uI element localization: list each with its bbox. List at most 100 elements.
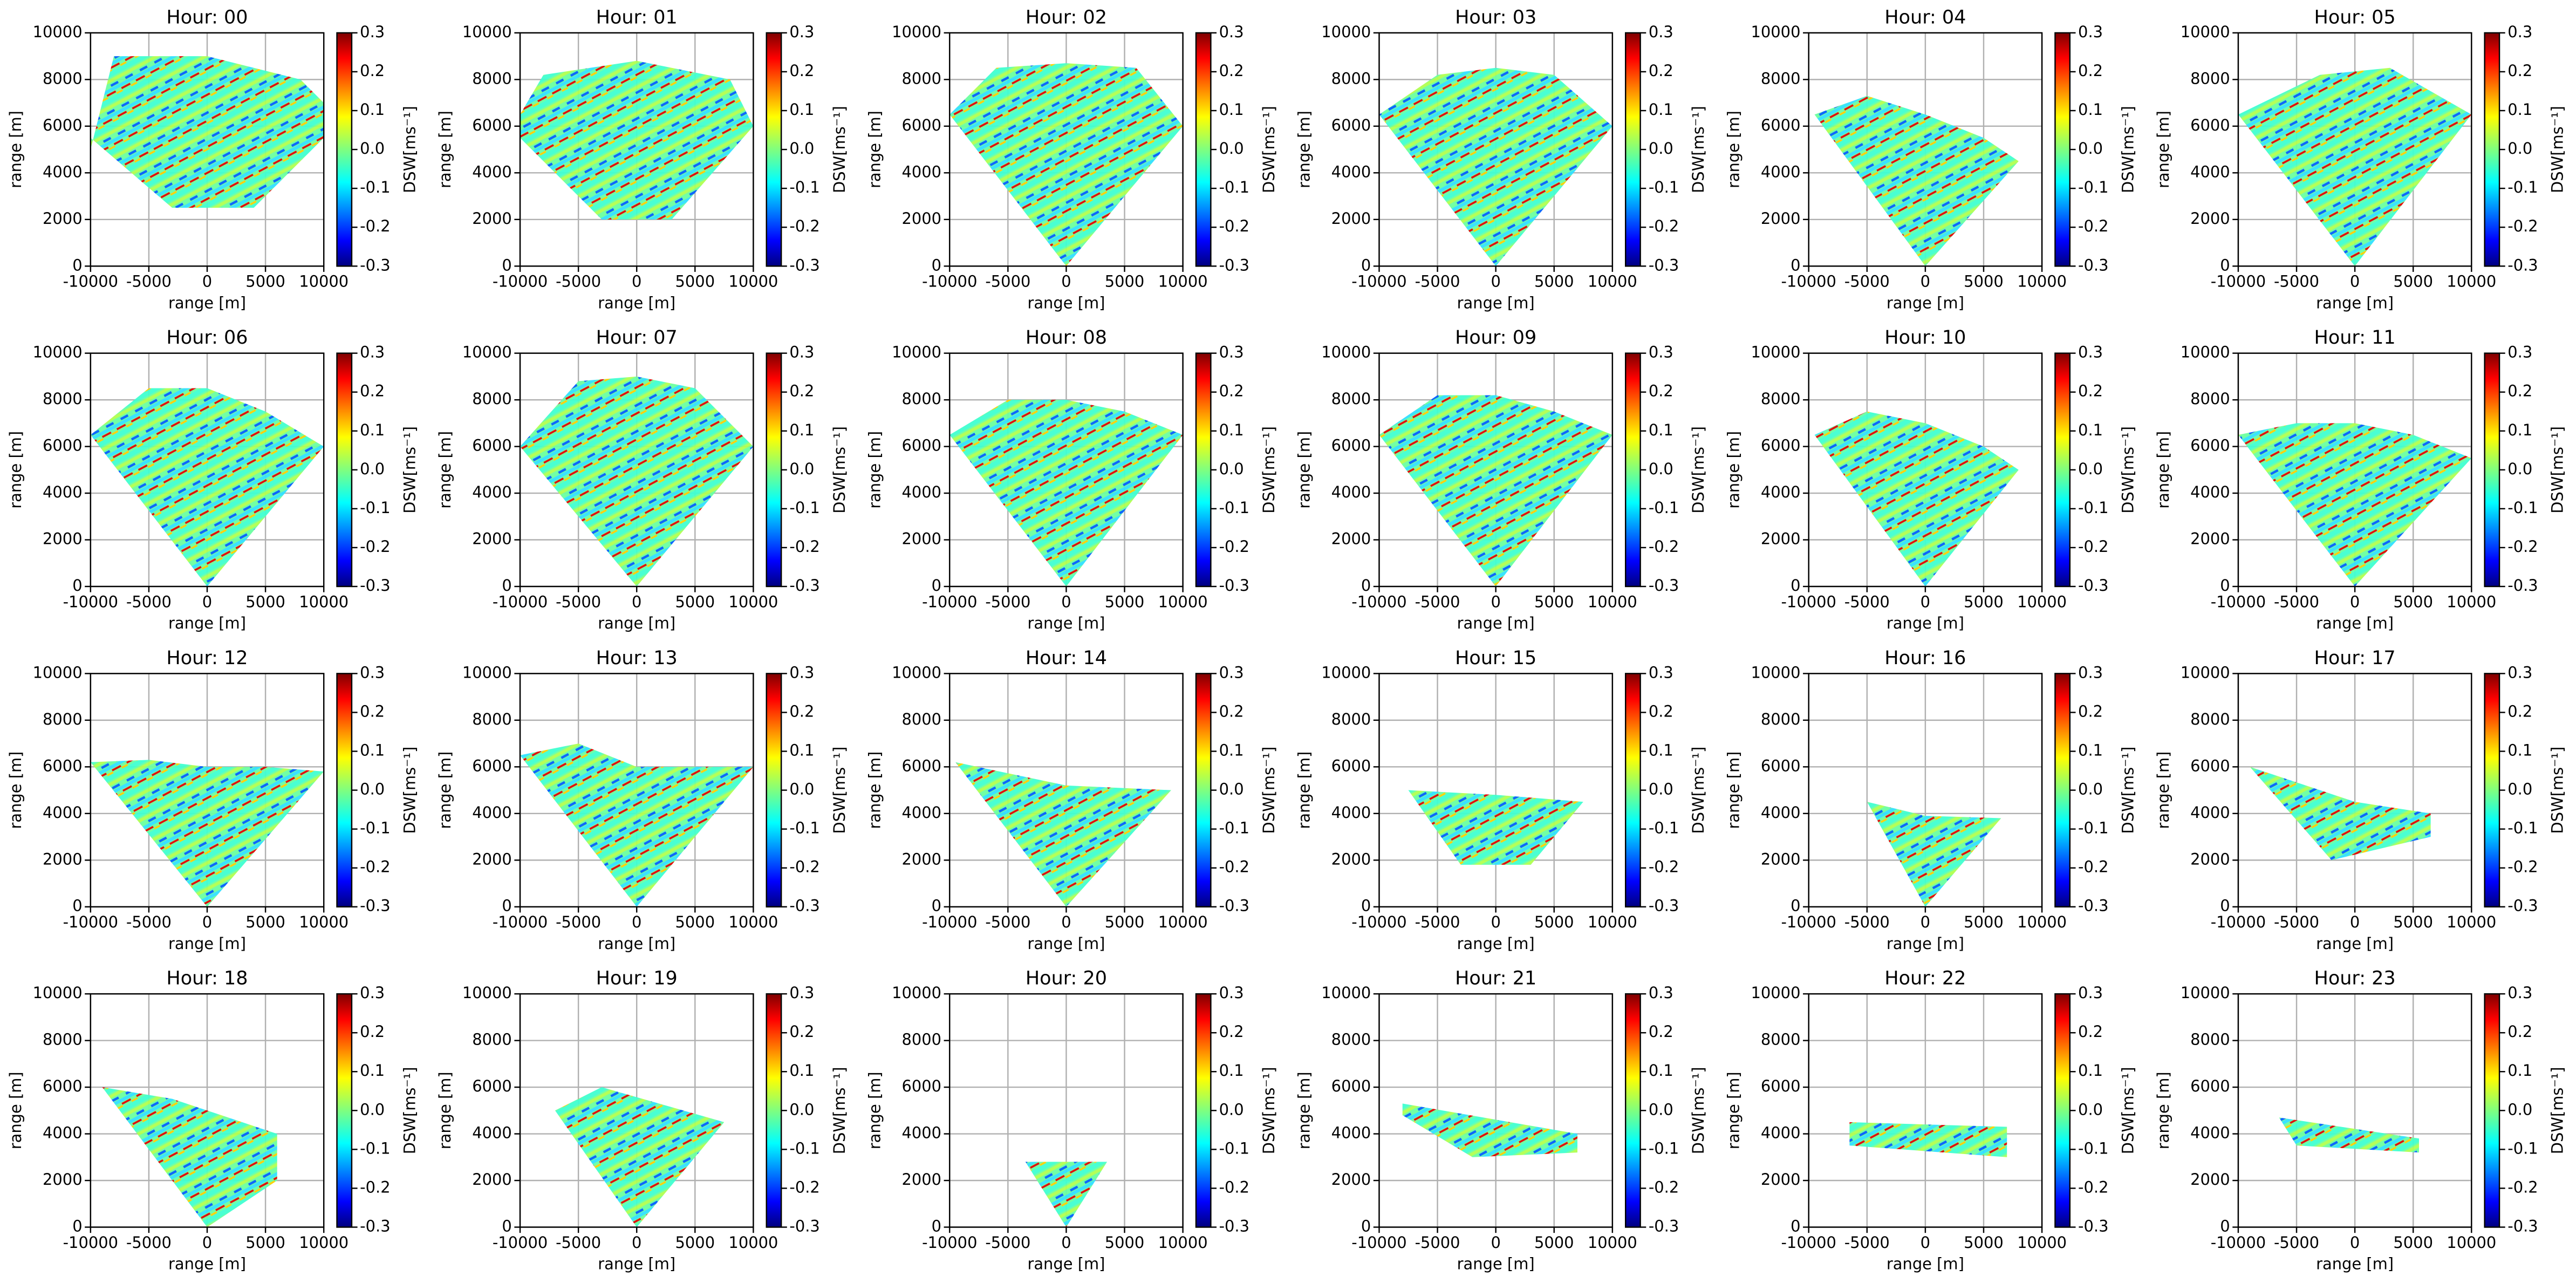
x-tick-label: 5000 <box>1534 913 1574 931</box>
subplot: -10000 -5000 0 5000 10000 0 2000 4000 6000 8000 10… <box>1725 327 2137 632</box>
subplot-title: Hour: 21 <box>1455 968 1536 989</box>
x-tick-label: 10000 <box>2447 913 2496 931</box>
scan-region <box>90 388 324 586</box>
y-tick-label: 0 <box>72 897 82 915</box>
colorbar-tick-label: 0.0 <box>1219 1100 1244 1118</box>
x-axis-label: range [m] <box>2316 614 2394 632</box>
y-tick-label: 10000 <box>892 984 941 1002</box>
colorbar-tick-label: 0.3 <box>2507 984 2532 1002</box>
colorbar-label: DSW[ms⁻¹] <box>830 1067 849 1154</box>
y-tick-label: 0 <box>2220 1217 2230 1235</box>
colorbar-tick-label: 0.3 <box>789 343 814 361</box>
y-tick-label: 6000 <box>43 756 83 775</box>
scan-region <box>2250 767 2431 861</box>
x-axis-label: range [m] <box>1887 934 1964 953</box>
x-axis-label: range [m] <box>168 1255 246 1273</box>
x-tick-label: 10000 <box>2447 272 2496 291</box>
y-tick-label: 2000 <box>2190 850 2230 868</box>
x-axis-label: range [m] <box>1457 294 1535 312</box>
x-tick-label: -5000 <box>126 913 172 931</box>
colorbar-label: DSW[ms⁻¹] <box>2548 747 2567 834</box>
colorbar-tick-label: 0.2 <box>2507 62 2532 80</box>
y-tick-label: 4000 <box>43 1124 83 1142</box>
colorbar-tick-label: 0.1 <box>1219 100 1244 119</box>
y-tick-label: 4000 <box>2190 483 2230 501</box>
scan-region <box>1814 95 2019 267</box>
y-tick-label: 0 <box>1361 256 1371 274</box>
colorbar-tick-label: 0.2 <box>789 1022 814 1041</box>
colorbar-label: DSW[ms⁻¹] <box>2119 1067 2137 1154</box>
x-tick-label: -5000 <box>556 592 601 611</box>
y-tick-label: 8000 <box>2190 710 2230 728</box>
y-tick-label: 6000 <box>1331 756 1371 775</box>
y-tick-label: 6000 <box>2190 436 2230 455</box>
x-axis-label: range [m] <box>1027 1255 1105 1273</box>
subplot-title: Hour: 18 <box>166 968 248 989</box>
colorbar-label: DSW[ms⁻¹] <box>830 106 849 193</box>
y-tick-label: 4000 <box>1761 1124 1801 1142</box>
scan-region <box>1379 395 1612 586</box>
colorbar-tick-label: 0.0 <box>360 139 385 158</box>
colorbar-tick-label: -0.2 <box>1219 537 1249 556</box>
y-tick-label: 0 <box>502 256 511 274</box>
x-tick-label: 0 <box>1921 272 1930 291</box>
colorbar-tick-label: 0.0 <box>360 460 385 478</box>
x-axis-label: range [m] <box>2316 934 2394 953</box>
y-axis-label: range [m] <box>1295 431 1313 509</box>
y-tick-label: 4000 <box>901 803 941 822</box>
y-tick-label: 0 <box>1791 576 1800 595</box>
subplot: -10000 -5000 0 5000 10000 0 2000 4000 6000 8000 10… <box>436 6 849 312</box>
subplot-title: Hour: 19 <box>596 968 678 989</box>
x-tick-label: 0 <box>632 913 641 931</box>
x-tick-label: -10000 <box>1351 1233 1406 1252</box>
colorbar-tick-label: -0.3 <box>1649 1217 1679 1235</box>
x-axis-label: range [m] <box>1887 1255 1964 1273</box>
y-tick-label: 6000 <box>1331 116 1371 134</box>
colorbar-tick-label: 0.1 <box>1649 421 1673 439</box>
y-tick-label: 10000 <box>892 663 941 681</box>
x-tick-label: 5000 <box>1105 272 1145 291</box>
y-tick-label: 10000 <box>1321 984 1371 1002</box>
subplot: -10000 -5000 0 5000 10000 0 2000 4000 6000 8000 10… <box>1725 968 2137 1273</box>
x-tick-label: -5000 <box>1844 913 1890 931</box>
x-tick-label: -10000 <box>1351 592 1406 611</box>
x-axis-label: range [m] <box>168 614 246 632</box>
y-tick-label: 10000 <box>1321 23 1371 41</box>
colorbar-label: DSW[ms⁻¹] <box>401 747 419 834</box>
colorbar-label: DSW[ms⁻¹] <box>2548 1067 2567 1154</box>
y-tick-label: 2000 <box>1761 850 1801 868</box>
colorbar <box>1195 993 1212 1228</box>
x-tick-label: -10000 <box>1781 913 1836 931</box>
y-tick-label: 0 <box>932 897 941 915</box>
colorbar-tick-label: 0.3 <box>789 663 814 681</box>
colorbar-tick-label: 0.1 <box>789 1061 814 1080</box>
y-tick-label: 10000 <box>892 23 941 41</box>
y-tick-label: 6000 <box>472 756 512 775</box>
x-tick-label: -5000 <box>1844 592 1890 611</box>
scan-region <box>949 63 1183 267</box>
scan-region <box>1408 790 1583 865</box>
colorbar-tick-label: 0.1 <box>1649 1061 1673 1080</box>
colorbar-tick-label: 0.1 <box>2078 741 2103 759</box>
colorbar-tick-label: -0.2 <box>789 217 819 235</box>
y-tick-label: 8000 <box>1761 710 1801 728</box>
colorbar-tick-label: 0.1 <box>360 741 385 759</box>
colorbar-tick-label: -0.1 <box>2078 819 2108 837</box>
x-tick-label: -5000 <box>126 1233 172 1252</box>
x-tick-label: 10000 <box>1588 272 1637 291</box>
colorbar <box>1624 32 1641 267</box>
x-axis-label: range [m] <box>1027 934 1105 953</box>
x-tick-label: 10000 <box>1588 913 1637 931</box>
colorbar-tick-label: -0.2 <box>2078 858 2108 876</box>
y-tick-label: 2000 <box>472 850 512 868</box>
y-tick-label: 6000 <box>43 1077 83 1095</box>
subplot-title: Hour: 13 <box>596 647 678 669</box>
colorbar-label: DSW[ms⁻¹] <box>2119 426 2137 514</box>
colorbar-tick-label: 0.0 <box>2507 780 2532 799</box>
y-tick-label: 8000 <box>2190 390 2230 408</box>
colorbar-tick-label: 0.3 <box>1649 663 1673 681</box>
scan-region <box>2238 67 2472 267</box>
y-tick-label: 0 <box>2220 897 2230 915</box>
colorbar-tick-label: -0.2 <box>360 1178 390 1196</box>
colorbar <box>766 352 782 588</box>
